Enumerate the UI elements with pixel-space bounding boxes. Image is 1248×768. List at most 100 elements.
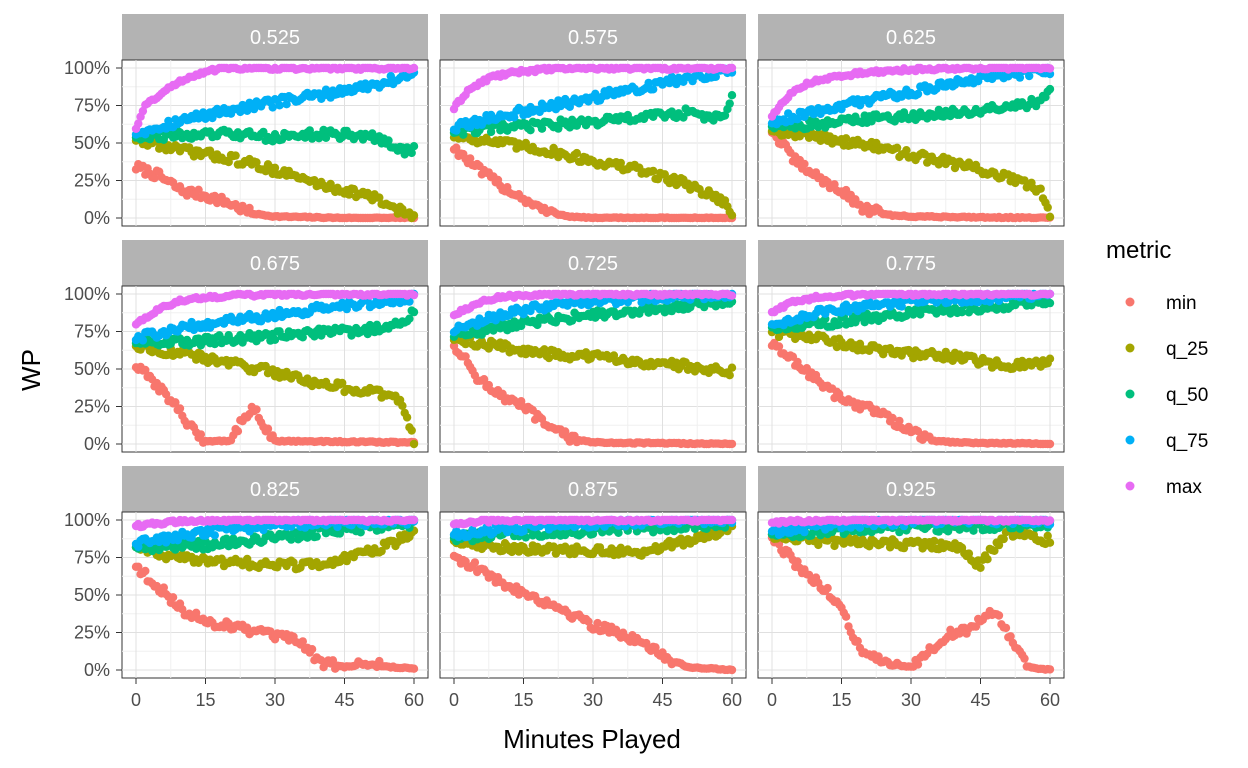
facet-strip-label: 0.875 bbox=[568, 479, 618, 501]
facet-strip bbox=[440, 14, 746, 60]
facet-panel: 0.725 bbox=[439, 240, 747, 453]
point-q-25 bbox=[1045, 354, 1055, 363]
point-min bbox=[141, 566, 150, 576]
point-max bbox=[409, 290, 419, 300]
point-q-75 bbox=[510, 113, 519, 122]
point-min bbox=[307, 645, 317, 654]
facet-panel: 0.825 bbox=[121, 466, 429, 679]
point-q-50 bbox=[526, 126, 535, 135]
point-q-50 bbox=[725, 99, 734, 108]
point-min bbox=[830, 180, 839, 189]
point-q-50 bbox=[720, 111, 730, 120]
data-points bbox=[449, 63, 737, 223]
point-q-75 bbox=[282, 100, 291, 109]
point-q-50 bbox=[1045, 298, 1055, 308]
data-points bbox=[131, 63, 419, 223]
point-q-25 bbox=[409, 211, 419, 220]
point-q-25 bbox=[375, 193, 384, 202]
point-q-25 bbox=[252, 158, 261, 167]
facet-strip-label: 0.825 bbox=[250, 479, 300, 501]
point-q-25 bbox=[1045, 212, 1055, 221]
point-min bbox=[895, 416, 904, 426]
facet-panel: 0.525 bbox=[121, 14, 429, 227]
point-q-25 bbox=[649, 166, 658, 176]
point-q-50 bbox=[384, 136, 393, 145]
point-min bbox=[727, 439, 737, 449]
point-min bbox=[409, 664, 419, 673]
point-q-25 bbox=[231, 151, 240, 160]
point-q-50 bbox=[537, 124, 547, 133]
facet-strip-label: 0.525 bbox=[250, 27, 300, 49]
facet-panels: 0.525 0.575 0.625 0.675 0.725 0.775 0.825 0.875… bbox=[121, 14, 1065, 679]
point-q-50 bbox=[305, 126, 314, 135]
point-q-50 bbox=[486, 127, 496, 137]
point-min bbox=[233, 427, 243, 436]
point-max bbox=[134, 119, 143, 128]
facet-strip-label: 0.675 bbox=[250, 253, 300, 275]
facet-panel: 0.575 bbox=[439, 14, 747, 227]
point-min bbox=[161, 390, 171, 399]
facet-strip-label: 0.625 bbox=[886, 27, 936, 49]
facet-strip-label: 0.725 bbox=[568, 253, 618, 275]
point-max bbox=[727, 63, 737, 73]
point-q-25 bbox=[616, 158, 625, 168]
point-q-75 bbox=[913, 89, 923, 99]
facet-strip bbox=[122, 14, 428, 60]
facet-strip bbox=[758, 14, 1064, 60]
point-q-25 bbox=[402, 413, 412, 422]
point-q-50 bbox=[1045, 84, 1055, 94]
point-min bbox=[168, 593, 178, 602]
point-min bbox=[175, 404, 185, 413]
facet-panel: 0.875 bbox=[439, 466, 747, 679]
point-q-25 bbox=[409, 439, 419, 449]
point-max bbox=[409, 63, 419, 73]
point-q-25 bbox=[727, 211, 737, 220]
point-q-25 bbox=[841, 134, 851, 143]
point-q-25 bbox=[727, 363, 737, 372]
point-q-75 bbox=[268, 103, 277, 112]
point-q-75 bbox=[138, 336, 148, 345]
point-q-25 bbox=[572, 148, 581, 158]
point-q-75 bbox=[1015, 73, 1025, 82]
point-min bbox=[470, 558, 480, 567]
point-q-75 bbox=[649, 85, 658, 94]
point-q-50 bbox=[459, 130, 468, 139]
point-min bbox=[1045, 439, 1055, 449]
point-q-75 bbox=[591, 89, 600, 99]
point-min bbox=[194, 185, 203, 194]
point-q-75 bbox=[711, 72, 720, 82]
facet-strip-label: 0.575 bbox=[568, 27, 618, 49]
point-q-25 bbox=[902, 146, 911, 155]
point-q-75 bbox=[210, 531, 219, 540]
data-points bbox=[131, 289, 419, 449]
point-min bbox=[800, 159, 809, 169]
point-q-25 bbox=[892, 143, 902, 152]
point-min bbox=[466, 154, 475, 163]
point-q-50 bbox=[312, 532, 321, 541]
point-q-50 bbox=[867, 117, 876, 126]
point-q-25 bbox=[270, 163, 280, 172]
point-min bbox=[141, 365, 150, 375]
point-q-25 bbox=[669, 172, 679, 182]
point-q-25 bbox=[407, 426, 416, 435]
point-q-25 bbox=[1036, 184, 1045, 193]
point-max bbox=[138, 106, 148, 116]
data-points bbox=[767, 63, 1055, 223]
point-q-50 bbox=[409, 142, 419, 151]
point-q-25 bbox=[725, 371, 734, 380]
point-min bbox=[727, 665, 737, 675]
point-q-50 bbox=[407, 148, 416, 158]
point-q-50 bbox=[727, 91, 737, 100]
point-q-25 bbox=[816, 136, 825, 145]
facet-panel: 0.675 bbox=[121, 240, 429, 453]
point-min bbox=[150, 173, 159, 183]
point-min bbox=[171, 398, 180, 407]
point-q-75 bbox=[275, 101, 284, 110]
point-q-75 bbox=[208, 113, 217, 123]
point-min bbox=[452, 143, 461, 152]
facet-strip-label: 0.775 bbox=[886, 253, 936, 275]
point-q-75 bbox=[1025, 71, 1034, 81]
point-max bbox=[1045, 289, 1055, 299]
point-q-25 bbox=[224, 157, 233, 167]
